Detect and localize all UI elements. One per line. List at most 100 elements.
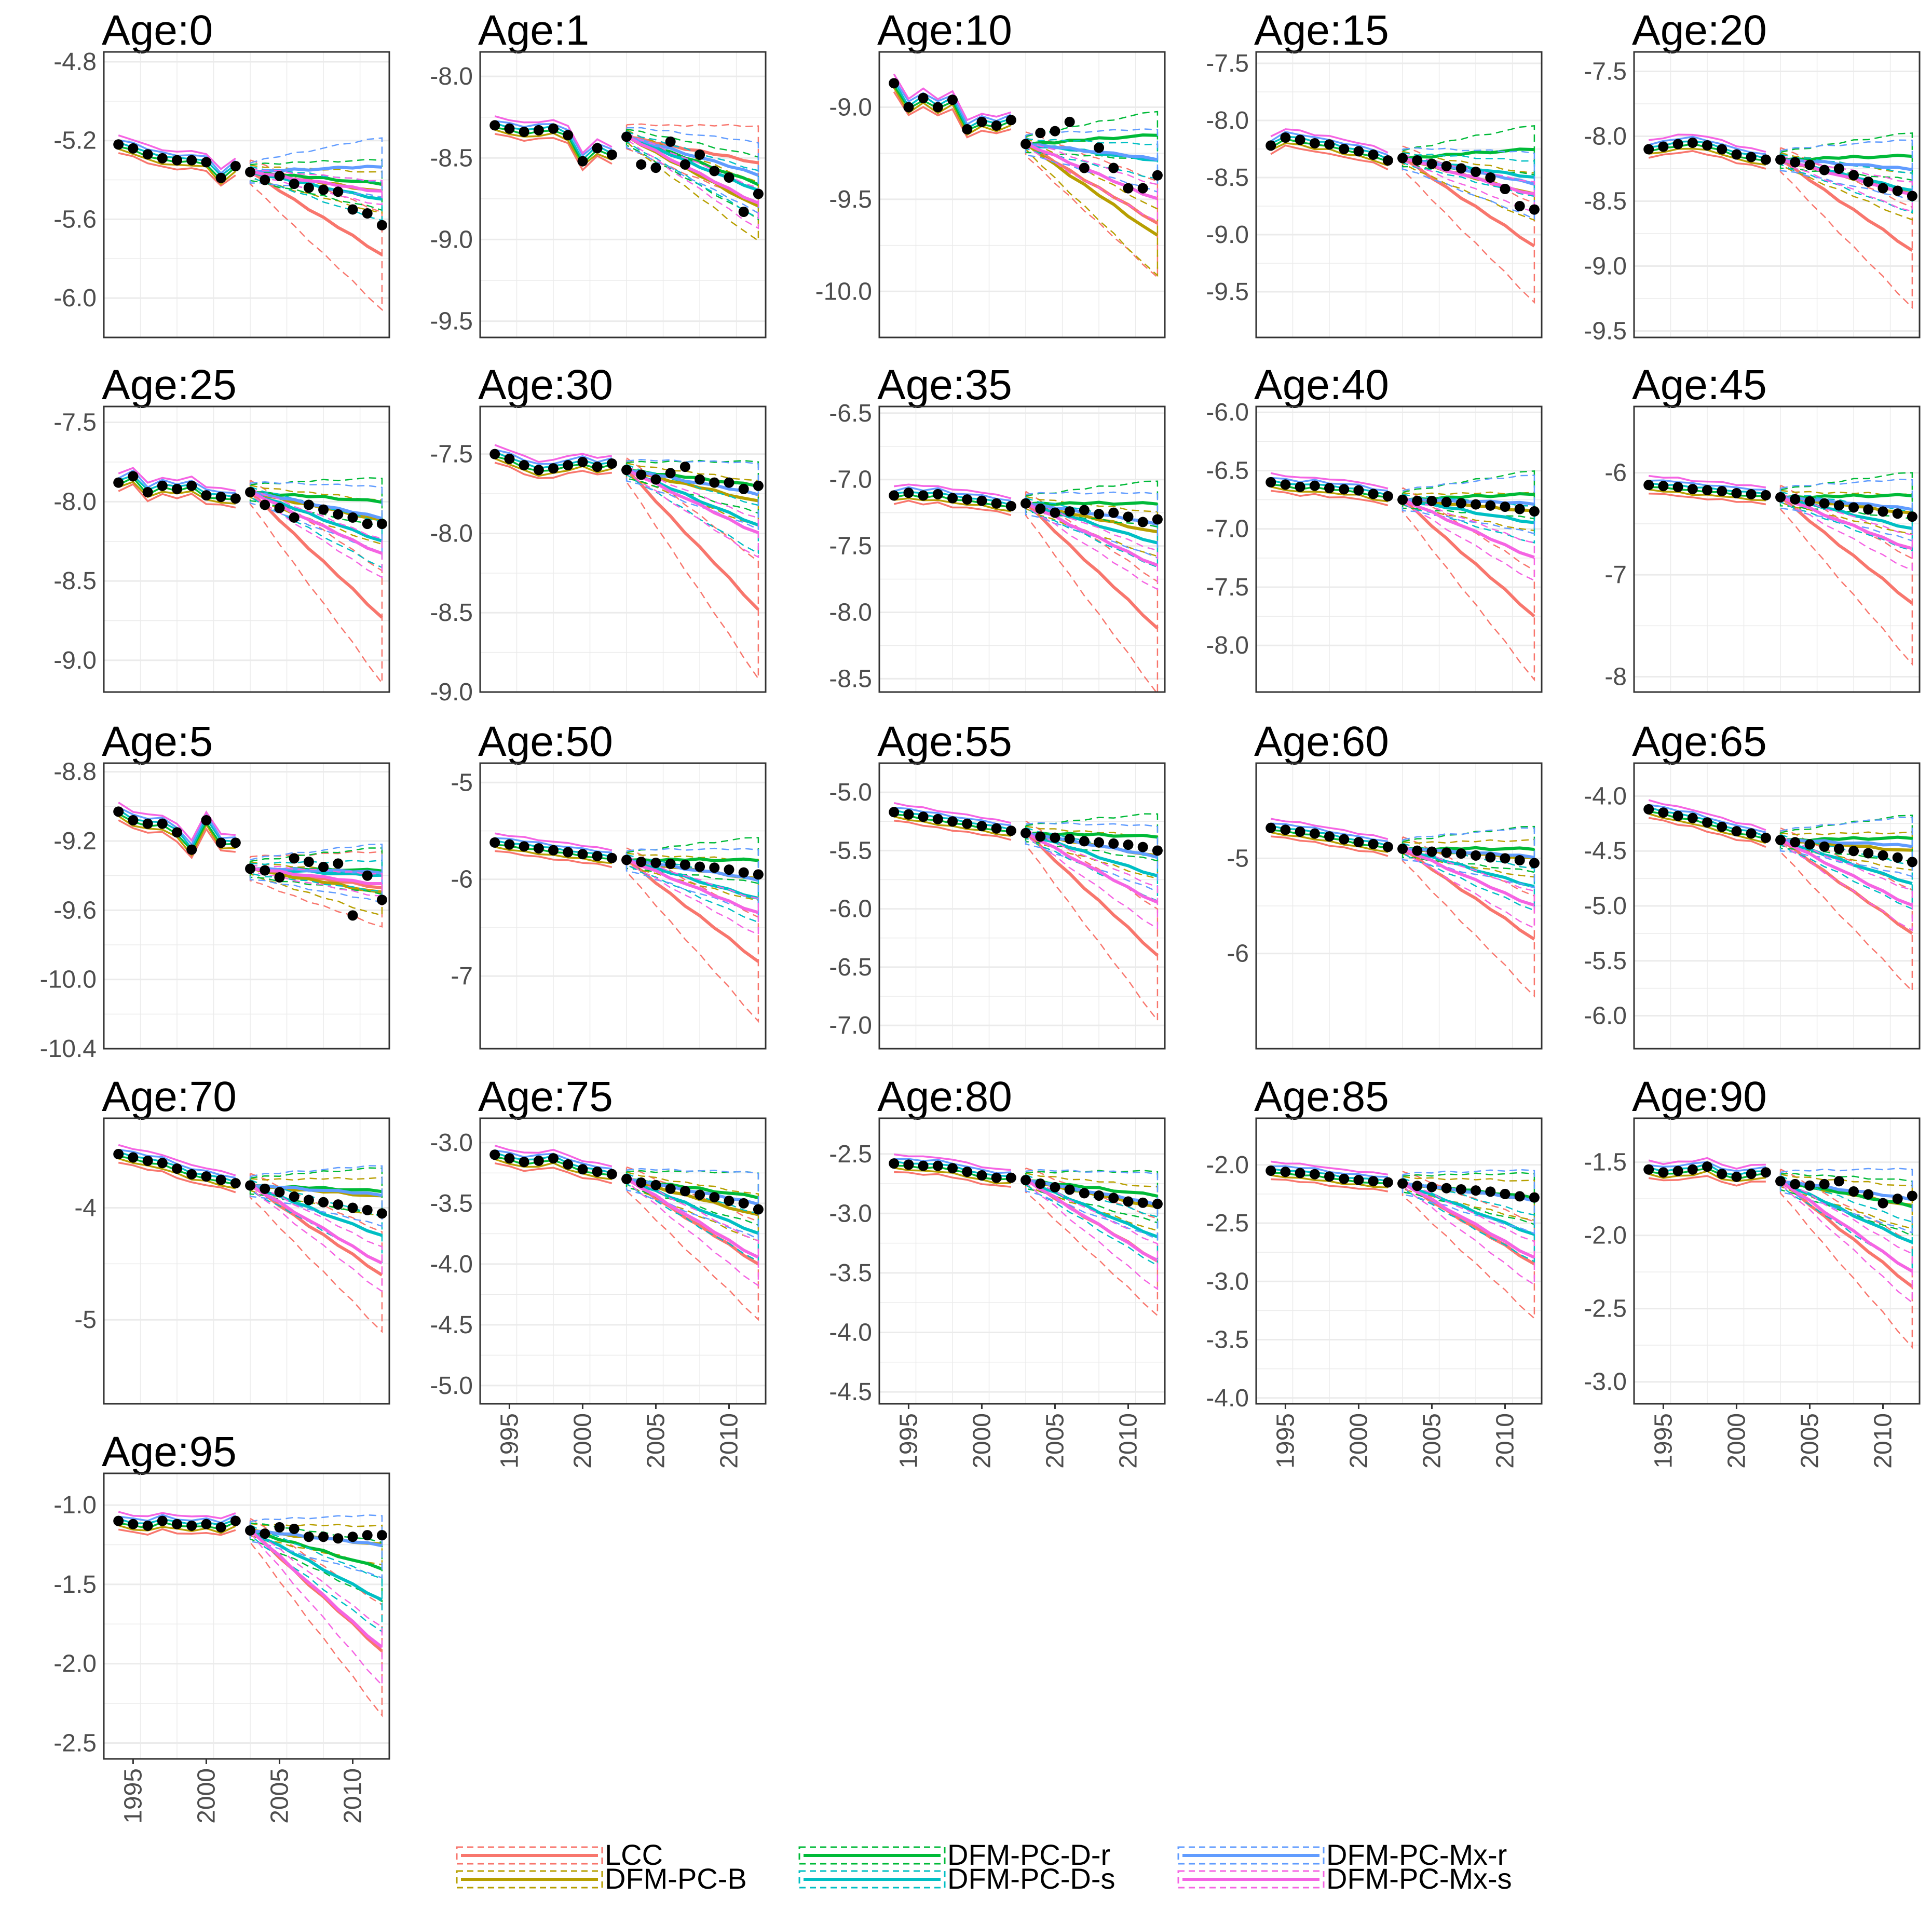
- observed-point: [903, 487, 914, 498]
- observed-point: [962, 494, 973, 505]
- panel-border: [878, 405, 1166, 693]
- observed-point: [738, 867, 749, 878]
- observed-point: [1368, 838, 1379, 849]
- observed-point: [1717, 1169, 1727, 1180]
- observed-point: [976, 116, 987, 127]
- legend-label: DFM-PC-Mx-s: [1326, 1862, 1512, 1895]
- observed-point: [962, 124, 973, 135]
- forecast-line-dfm-pc-mx-r: [1780, 496, 1913, 511]
- y-tick-label: -7.0: [829, 466, 872, 494]
- observed-point: [1746, 828, 1757, 839]
- observed-point: [947, 94, 958, 105]
- forecast-interval-dfm-pc-mx-r: [1402, 827, 1535, 889]
- fit-line-dfm-pc-mx-s: [1648, 475, 1766, 489]
- panel-plot-area: [489, 832, 764, 1023]
- forecast-line-dfm-pc-mx-s: [1779, 1179, 1913, 1273]
- forecast-line-dfm-pc-mx-r: [1025, 832, 1158, 859]
- observed-point: [636, 159, 647, 170]
- observed-point: [128, 471, 139, 482]
- y-tick-label: -2.0: [1584, 1222, 1627, 1250]
- observed-point: [186, 155, 197, 166]
- observed-point: [1687, 484, 1698, 495]
- y-tick-label: -4.0: [829, 1319, 872, 1347]
- observed-point: [230, 837, 241, 848]
- observed-point: [1123, 1196, 1134, 1207]
- fit-line-dfm-pc-mx-s: [1648, 1157, 1766, 1170]
- observed-point: [1760, 1167, 1771, 1178]
- observed-point: [362, 519, 373, 530]
- y-tick-label: -9.0: [1584, 253, 1627, 280]
- forecast-line-dfm-pc-b: [250, 866, 383, 894]
- y-tick-label: -7.5: [430, 441, 473, 468]
- y-tick-label: -4.0: [1584, 782, 1627, 810]
- fit-line-dfm-pc-mx-s: [494, 115, 613, 155]
- y-tick-label: -9.0: [430, 679, 473, 706]
- legend-label: DFM-PC-D-r: [947, 1838, 1110, 1871]
- observed-point: [1819, 165, 1830, 175]
- y-tick-label: -3.0: [829, 1200, 872, 1227]
- panel-title: Age:85: [1254, 1073, 1389, 1120]
- observed-point: [533, 843, 544, 854]
- forecast-line-dfm-pc-d-r: [1780, 493, 1913, 499]
- x-tick-label: 1995: [119, 1768, 147, 1824]
- facet-panel: Age:40-6.0 -6.5 -7.0 -7.5 -8.0: [1206, 361, 1543, 693]
- panel-title: Age:15: [1254, 7, 1389, 54]
- x-tick-label: 1995: [1272, 1413, 1299, 1469]
- observed-point: [1804, 159, 1815, 170]
- observed-point: [1790, 494, 1801, 505]
- observed-point: [318, 504, 329, 515]
- observed-point: [606, 458, 617, 469]
- observed-point: [606, 852, 617, 863]
- forecast-interval-dfm-pc-mx-r: [249, 481, 383, 555]
- observed-point: [1309, 828, 1320, 839]
- observed-point: [1746, 489, 1757, 499]
- observed-point: [347, 910, 358, 921]
- facet-panel: Age:90 -1.5 -2.0 -2.5 -3.0 1995 2000 2005 2010: [1584, 1073, 1921, 1469]
- y-tick-label: -4.0: [1206, 1385, 1249, 1412]
- forecast-interval-dfm-pc-d-s: [249, 859, 383, 892]
- observed-point: [1848, 502, 1859, 513]
- observed-point: [333, 858, 344, 869]
- panel-border: [103, 762, 390, 1050]
- observed-point: [1892, 1194, 1903, 1204]
- observed-point: [592, 1166, 603, 1177]
- observed-point: [709, 166, 720, 177]
- observed-point: [1123, 183, 1134, 194]
- observed-point: [1108, 838, 1119, 849]
- observed-point: [230, 161, 241, 171]
- forecast-interval-dfm-pc-mx-s: [249, 487, 383, 579]
- x-tick-label: 2005: [1796, 1413, 1824, 1469]
- observed-point: [376, 1530, 387, 1541]
- observed-point: [889, 1158, 900, 1169]
- forecast-interval-dfm-pc-mx-s: [1402, 1179, 1535, 1286]
- observed-point: [1397, 1178, 1408, 1189]
- observed-point: [201, 157, 212, 168]
- panel-plot-area: [889, 802, 1163, 1022]
- forecast-interval-dfm-pc-mx-r: [625, 847, 759, 915]
- forecast-interval-lcc: [1402, 836, 1535, 998]
- observed-point: [577, 156, 588, 167]
- observed-point: [1005, 500, 1016, 511]
- observed-point: [128, 143, 139, 154]
- observed-point: [962, 818, 973, 829]
- y-tick-label: -6.5: [1206, 457, 1249, 484]
- observed-point: [1775, 1176, 1786, 1187]
- forecast-line-dfm-pc-mx-r: [626, 1178, 759, 1206]
- forecast-line-dfm-pc-mx-r: [626, 469, 759, 496]
- observed-point: [1339, 484, 1350, 495]
- forecast-line-dfm-pc-mx-s: [1779, 495, 1913, 550]
- forecast-line-dfm-pc-mx-s: [1025, 1178, 1159, 1262]
- observed-point: [1123, 839, 1134, 850]
- observed-point: [932, 1160, 943, 1171]
- forecast-line-dfm-pc-d-s: [1402, 847, 1535, 888]
- observed-point: [1064, 506, 1075, 517]
- y-tick-label: -1.5: [1584, 1149, 1627, 1176]
- observed-point: [1368, 150, 1379, 160]
- forecast-interval-lcc: [249, 1517, 383, 1717]
- panel-plot-area: [1643, 472, 1917, 666]
- observed-point: [679, 159, 690, 170]
- observed-point: [1760, 154, 1771, 165]
- observed-point: [215, 837, 226, 848]
- observed-point: [621, 1174, 632, 1185]
- observed-point: [1455, 498, 1466, 509]
